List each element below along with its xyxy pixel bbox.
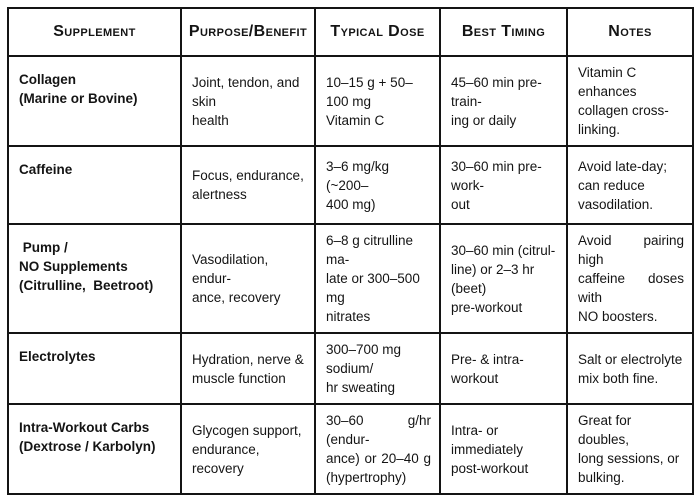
supplement-table-page: Supplement Purpose/Benefit Typical Dose … xyxy=(7,7,694,495)
cell-timing: 30–60 min (citrul- line) or 2–3 hr (beet… xyxy=(439,223,568,334)
cell-dose: 10–15 g + 50–100 mg Vitamin C xyxy=(314,55,441,147)
cell-dose: 6–8 g citrulline ma- late or 300–500 mg … xyxy=(314,223,441,334)
table-row-intra-carbs: Intra-Workout Carbs (Dextrose / Karbolyn… xyxy=(7,403,694,495)
table-row-pump-no: Pump / NO Supplements (Citrulline, Beetr… xyxy=(7,223,694,334)
cell-supplement: Electrolytes xyxy=(7,332,182,405)
cell-notes: Avoid late-day; can reduce vasodilation. xyxy=(566,145,694,225)
cell-purpose: Joint, tendon, and skin health xyxy=(180,55,316,147)
justified-line: Avoid pairing high xyxy=(578,233,684,267)
cell-timing: Intra- or immediately post-workout xyxy=(439,403,568,495)
cell-timing: Pre- & intra-workout xyxy=(439,332,568,405)
cell-dose: 3–6 mg/kg (~200– 400 mg) xyxy=(314,145,441,225)
justified-line: caffeine doses with xyxy=(578,271,684,305)
table-row-collagen: Collagen (Marine or Bovine) Joint, tendo… xyxy=(7,55,694,147)
table-header-row: Supplement Purpose/Benefit Typical Dose … xyxy=(7,7,694,57)
cell-supplement: Pump / NO Supplements (Citrulline, Beetr… xyxy=(7,223,182,334)
justified-line: 30–60 g/hr (endur- xyxy=(326,413,431,447)
supplement-table: Supplement Purpose/Benefit Typical Dose … xyxy=(7,7,694,495)
cell-timing: 30–60 min pre-work- out xyxy=(439,145,568,225)
cell-supplement: Caffeine xyxy=(7,145,182,225)
cell-purpose: Focus, endurance, alertness xyxy=(180,145,316,225)
cell-notes: Great for doubles, long sessions, or bul… xyxy=(566,403,694,495)
cell-dose: 300–700 mg sodium/ hr sweating xyxy=(314,332,441,405)
header-cell-supplement: Supplement xyxy=(7,7,182,57)
cell-purpose: Hydration, nerve & muscle function xyxy=(180,332,316,405)
cell-purpose: Vasodilation, endur- ance, recovery xyxy=(180,223,316,334)
cell-supplement: Intra-Workout Carbs (Dextrose / Karbolyn… xyxy=(7,403,182,495)
table-row-electrolytes: Electrolytes Hydration, nerve & muscle f… xyxy=(7,332,694,405)
header-cell-timing: Best Timing xyxy=(439,7,568,57)
header-cell-notes: Notes xyxy=(566,7,694,57)
header-cell-purpose: Purpose/Benefit xyxy=(180,7,316,57)
cell-notes: Salt or electrolyte mix both fine. xyxy=(566,332,694,405)
cell-notes: Vitamin C enhances collagen cross- linki… xyxy=(566,55,694,147)
header-cell-dose: Typical Dose xyxy=(314,7,441,57)
justified-line: ance) or 20–40 g xyxy=(326,451,431,466)
table-row-caffeine: Caffeine Focus, endurance, alertness 3–6… xyxy=(7,145,694,225)
justified-line-last: NO boosters. xyxy=(578,309,658,324)
cell-supplement: Collagen (Marine or Bovine) xyxy=(7,55,182,147)
cell-timing: 45–60 min pre-train- ing or daily xyxy=(439,55,568,147)
cell-dose: 30–60 g/hr (endur- ance) or 20–40 g (hyp… xyxy=(314,403,441,495)
cell-purpose: Glycogen support, endurance, recovery xyxy=(180,403,316,495)
cell-notes: Avoid pairing high caffeine doses with N… xyxy=(566,223,694,334)
